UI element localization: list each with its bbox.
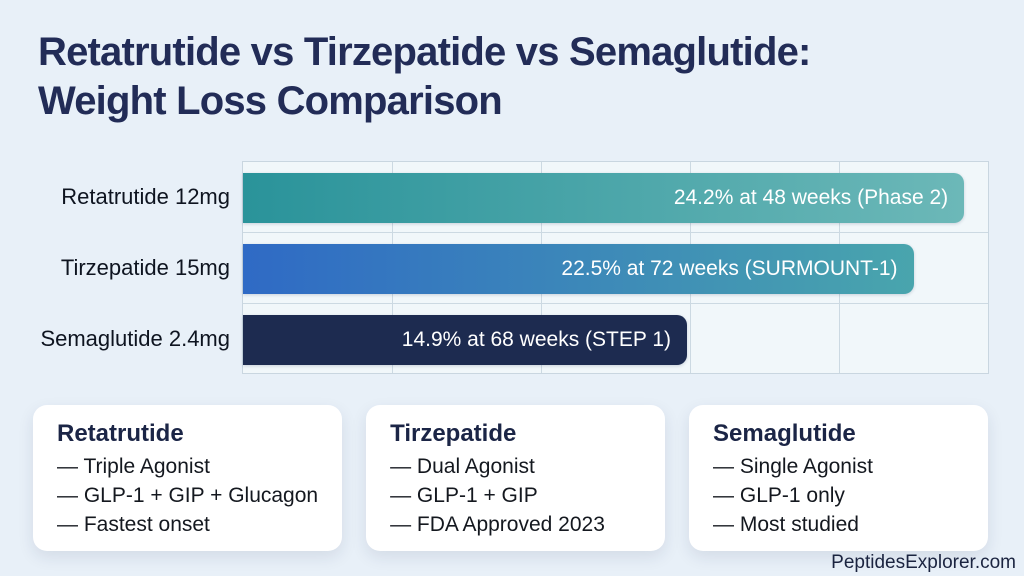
bar-semaglutide: 14.9% at 68 weeks (STEP 1) (243, 314, 688, 365)
drug-info-cards: Retatrutide — Triple Agonist — GLP-1 + G… (33, 405, 988, 551)
bar-retatrutide: 24.2% at 48 weeks (Phase 2) (243, 172, 965, 223)
page-title-line1: Retatrutide vs Tirzepatide vs Semaglutid… (38, 30, 811, 74)
card-line: — Single Agonist (713, 455, 873, 478)
card-line: — Triple Agonist (57, 455, 210, 478)
card-line: — FDA Approved 2023 (390, 513, 605, 536)
category-label-retatrutide: Retatrutide 12mg (61, 183, 230, 209)
card-line: — GLP-1 only (713, 484, 845, 507)
chart-category-labels: Retatrutide 12mg Tirzepatide 15mg Semagl… (0, 161, 230, 374)
card-tirzepatide: Tirzepatide — Dual Agonist — GLP-1 + GIP… (366, 405, 666, 551)
page-title: Retatrutide vs Tirzepatide vs Semaglutid… (38, 28, 811, 126)
card-line: — Most studied (713, 513, 859, 536)
bar-tirzepatide: 22.5% at 72 weeks (SURMOUNT-1) (243, 243, 914, 294)
card-semaglutide: Semaglutide — Single Agonist — GLP-1 onl… (689, 405, 988, 551)
gridline (243, 302, 988, 304)
category-label-semaglutide: Semaglutide 2.4mg (40, 325, 230, 351)
card-title: Semaglutide (713, 420, 856, 447)
card-line: — GLP-1 + GIP (390, 484, 538, 507)
bar-chart-plot-area: 24.2% at 48 weeks (Phase 2) 22.5% at 72 … (242, 161, 989, 374)
bar-row-tirzepatide: 22.5% at 72 weeks (SURMOUNT-1) (243, 233, 988, 304)
card-title: Tirzepatide (390, 420, 517, 447)
page-title-line2: Weight Loss Comparison (38, 79, 503, 123)
card-line: — Fastest onset (57, 513, 210, 536)
card-retatrutide: Retatrutide — Triple Agonist — GLP-1 + G… (33, 405, 343, 551)
card-line: — GLP-1 + GIP + Glucagon (57, 484, 319, 507)
category-label-tirzepatide: Tirzepatide 15mg (60, 254, 230, 280)
watermark-site-name: PeptidesExplorer.com (831, 552, 1016, 573)
bar-row-semaglutide: 14.9% at 68 weeks (STEP 1) (243, 304, 988, 375)
card-line: — Dual Agonist (390, 455, 535, 478)
gridline (243, 232, 988, 234)
card-title: Retatrutide (57, 420, 184, 447)
bar-row-retatrutide: 24.2% at 48 weeks (Phase 2) (243, 162, 988, 233)
